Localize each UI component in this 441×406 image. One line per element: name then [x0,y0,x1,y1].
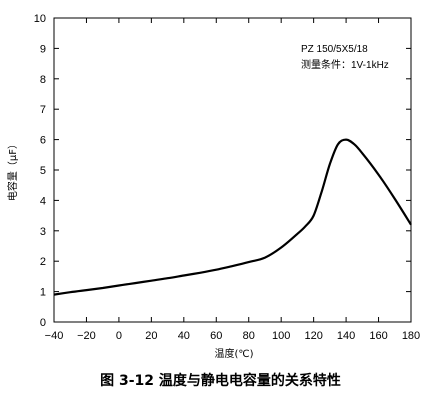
series-line [53,138,412,296]
x-tick-label: 100 [272,330,290,342]
y-tick-label: 6 [40,135,46,147]
x-axis-title: 温度(℃) [214,347,253,360]
y-tick-label: 0 [40,317,46,329]
x-tick-label: 160 [369,330,387,342]
y-tick-label: 2 [40,256,46,268]
figure-caption: 图 3-12 温度与静电电容量的关系特性 [100,373,341,389]
x-tick-label: 40 [178,330,190,342]
x-tick-label: 80 [243,330,255,342]
x-tick-label: −20 [77,330,96,342]
x-tick-label: 140 [337,330,355,342]
legend-model-label: PZ 150/5X5/18 [301,44,368,55]
x-tick-label: 120 [304,330,322,342]
x-tick-label: 60 [210,330,222,342]
y-tick-label: 8 [40,74,46,86]
legend-box [296,40,404,74]
y-axis-title: 电容量（μF） [6,139,19,201]
x-tick-label: 20 [145,330,157,342]
x-tick-label: −40 [45,330,64,342]
y-tick-label: 4 [40,195,46,207]
legend-condition-label: 测量条件：1V-1kHz [301,58,389,71]
y-tick-label: 5 [40,165,46,177]
y-tick-label: 7 [40,104,46,116]
y-tick-label: 1 [40,287,46,299]
chart: 0 1 2 3 4 5 6 7 8 9 10 −40 −20 0 20 40 60 80 100 120 140 160 1… [6,13,420,360]
y-tick-label: 3 [40,226,46,238]
x-tick-label: 180 [402,330,420,342]
y-tick-label: 9 [40,43,46,55]
x-tick-label: 0 [116,330,122,342]
y-tick-label: 10 [34,13,46,25]
